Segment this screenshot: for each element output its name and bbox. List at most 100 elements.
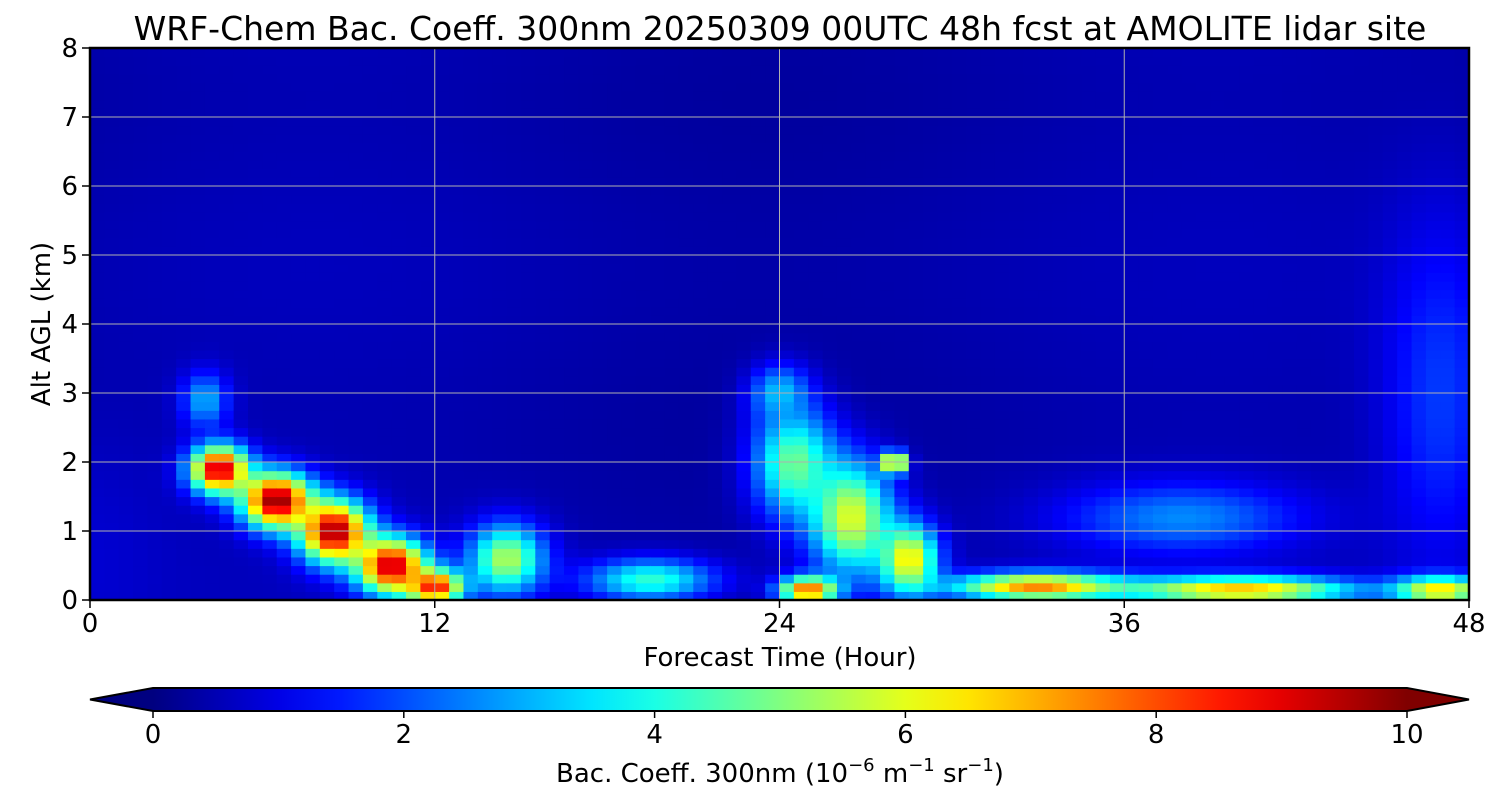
heatmap-cell (449, 203, 465, 213)
heatmap-cell (793, 548, 809, 558)
heatmap-cell (305, 410, 321, 420)
heatmap-cell (664, 410, 680, 420)
heatmap-cell (348, 272, 364, 282)
heatmap-cell (276, 522, 292, 532)
heatmap-cell (851, 513, 867, 523)
heatmap-cell (851, 427, 867, 437)
heatmap-cell (233, 315, 249, 325)
heatmap-cell (262, 125, 278, 135)
heatmap-cell (908, 548, 924, 558)
heatmap-cell (463, 401, 479, 411)
heatmap-cell (133, 117, 149, 127)
heatmap-cell (248, 401, 263, 411)
heatmap-cell (549, 427, 565, 437)
heatmap-cell (147, 479, 163, 489)
heatmap-cell (133, 393, 149, 403)
heatmap-cell (420, 513, 436, 523)
heatmap-cell (276, 117, 292, 127)
heatmap-cell (635, 582, 651, 592)
heatmap-cell (1196, 82, 1212, 92)
heatmap-cell (406, 203, 421, 213)
heatmap-cell (793, 522, 809, 532)
heatmap-cell (1009, 246, 1025, 256)
heatmap-cell (118, 263, 134, 273)
heatmap-cell (449, 108, 465, 118)
heatmap-cell (1095, 582, 1111, 592)
heatmap-cell (966, 556, 982, 567)
heatmap-cell (707, 565, 723, 575)
heatmap-cell (621, 82, 637, 92)
heatmap-cell (492, 108, 508, 118)
heatmap-cell (147, 168, 163, 178)
heatmap-cell (635, 280, 651, 291)
heatmap-cell (520, 548, 536, 558)
heatmap-cell (305, 522, 321, 532)
heatmap-cell (420, 168, 436, 178)
heatmap-cell (406, 513, 421, 523)
heatmap-cell (161, 522, 177, 532)
heatmap-cell (894, 410, 910, 420)
heatmap-cell (980, 453, 996, 463)
heatmap-cell (377, 479, 393, 489)
heatmap-cell (348, 513, 364, 523)
heatmap-cell (836, 375, 852, 385)
heatmap-cell (578, 220, 594, 230)
heatmap-cell (492, 168, 508, 178)
heatmap-cell (204, 453, 220, 463)
heatmap-cell (90, 56, 105, 66)
heatmap-cell (1138, 306, 1154, 316)
heatmap-cell (506, 160, 522, 170)
heatmap-cell (262, 332, 278, 342)
heatmap-cell (348, 315, 364, 325)
heatmap-cell (133, 539, 149, 549)
heatmap-cell (607, 151, 623, 161)
heatmap-cell (707, 470, 723, 480)
heatmap-cell (865, 462, 881, 472)
heatmap-cell (1095, 65, 1111, 75)
heatmap-cell (406, 73, 421, 84)
heatmap-cell (204, 237, 220, 247)
heatmap-cell (348, 548, 364, 558)
heatmap-cell (865, 194, 881, 204)
heatmap-cell (592, 298, 608, 308)
heatmap-cell (276, 436, 292, 446)
heatmap-cell (1066, 65, 1082, 75)
heatmap-cell (937, 479, 953, 489)
heatmap-cell (319, 280, 335, 291)
heatmap-cell (391, 142, 407, 153)
heatmap-cell (104, 246, 120, 256)
heatmap-cell (1066, 444, 1082, 454)
heatmap-cell (1138, 315, 1154, 325)
heatmap-cell (836, 539, 852, 549)
heatmap-cell (736, 341, 752, 351)
heatmap-cell (793, 194, 809, 204)
heatmap-cell (176, 229, 192, 239)
heatmap-cell (463, 418, 479, 429)
heatmap-cell (635, 108, 651, 118)
heatmap-cell (90, 160, 105, 170)
heatmap-cell (693, 117, 709, 127)
heatmap-cell (406, 186, 421, 196)
heatmap-cell (880, 418, 896, 429)
heatmap-cell (765, 177, 781, 187)
heatmap-cell (104, 142, 120, 153)
heatmap-cell (564, 194, 579, 204)
heatmap-cell (865, 505, 881, 515)
heatmap-cell (951, 246, 967, 256)
heatmap-cell (966, 125, 982, 135)
heatmap-cell (1052, 73, 1068, 84)
heatmap-cell (851, 65, 867, 75)
heatmap-cell (406, 487, 421, 498)
heatmap-cell (262, 82, 278, 92)
heatmap-cell (750, 289, 766, 299)
heatmap-cell (693, 177, 709, 187)
heatmap-cell (765, 531, 781, 541)
heatmap-cell (133, 315, 149, 325)
heatmap-cell (865, 211, 881, 222)
heatmap-cell (1038, 177, 1054, 187)
heatmap-cell (1181, 539, 1197, 549)
heatmap-cell (147, 565, 163, 575)
heatmap-cell (822, 582, 838, 592)
heatmap-cell (592, 565, 608, 575)
heatmap-cell (1167, 82, 1183, 92)
